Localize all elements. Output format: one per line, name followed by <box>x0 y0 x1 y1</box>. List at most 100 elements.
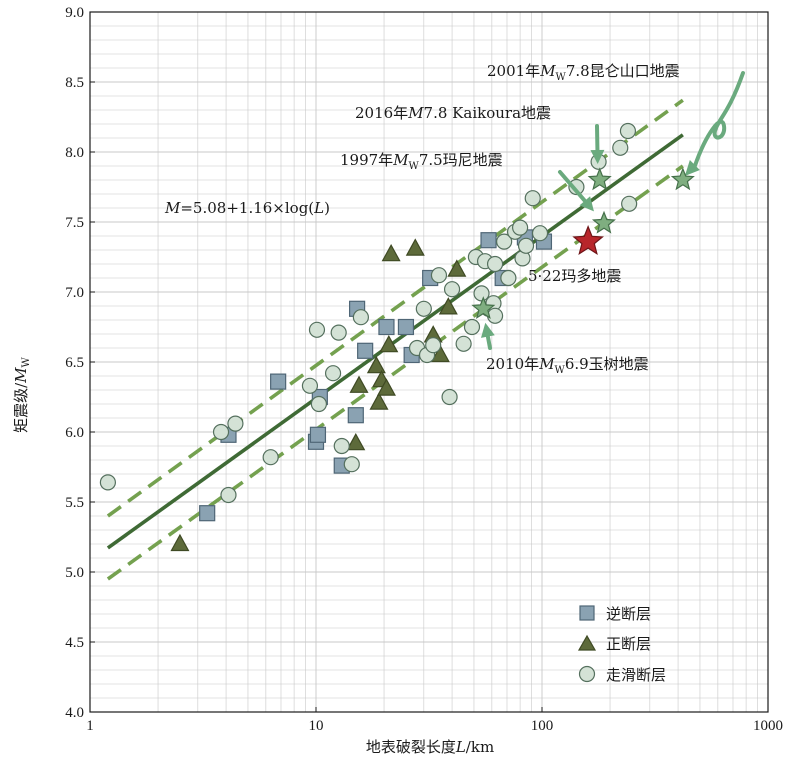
y-tick-label: 7.0 <box>65 285 84 301</box>
y-axis-title: 矩震级/MW <box>12 356 32 432</box>
normal-fault-point <box>366 355 386 374</box>
axis-ticks: 4.0 4.5 5.0 5.5 6.0 6.5 7.0 7.5 8.0 8.5 9.0 1 10 100 1… <box>65 5 783 734</box>
normal-fault-point <box>405 238 425 256</box>
y-tick-label: 8.0 <box>65 145 84 161</box>
strike-slip-point <box>621 195 638 212</box>
y-tick-label: 9.0 <box>65 5 84 21</box>
strike-slip-point <box>425 337 442 354</box>
x-tick-label: 100 <box>531 718 554 734</box>
normal-fault-point <box>349 375 369 393</box>
strike-slip-point <box>441 388 458 406</box>
normal-fault-point <box>346 432 366 451</box>
data-points <box>99 122 638 552</box>
strike-slip-point <box>227 415 244 432</box>
strike-slip-point <box>308 321 326 338</box>
x-axis-title: 地表破裂长度L/km <box>366 738 494 756</box>
x-tick-label: 10 <box>309 718 324 734</box>
strike-slip-point <box>486 255 504 273</box>
arrow-mani <box>558 170 587 203</box>
normal-fault-point <box>438 297 458 315</box>
strike-slip-point <box>430 267 448 284</box>
earthquake-stars <box>471 167 695 320</box>
reverse-fault-point <box>397 318 415 336</box>
reverse-fault-point <box>480 232 497 249</box>
strike-slip-point <box>415 300 432 317</box>
strike-slip-point <box>496 233 513 250</box>
legend-label-normal: 正断层 <box>606 635 651 653</box>
reverse-fault-point <box>347 407 364 424</box>
legend-circle-marker <box>578 665 596 683</box>
reverse-fault-point <box>199 505 216 522</box>
legend-triangle-marker <box>577 634 597 651</box>
normal-fault-point <box>369 392 389 410</box>
legend: 逆断层 正断层 走滑断层 <box>577 605 666 684</box>
y-tick-label: 8.5 <box>65 75 84 91</box>
y-tick-label: 5.0 <box>65 565 84 581</box>
strike-slip-point <box>443 281 461 298</box>
earthquake-star <box>587 167 612 191</box>
upper-bound-line <box>106 98 684 518</box>
fit-line <box>106 133 684 550</box>
strike-slip-point <box>212 423 230 441</box>
fit-equation: M=5.08+1.16×log(L) <box>164 199 330 217</box>
normal-fault-point <box>379 334 399 353</box>
earthquake-star <box>591 210 616 234</box>
strike-slip-point <box>473 285 490 302</box>
earthquake-star <box>471 296 496 320</box>
earthquake-star <box>670 167 695 191</box>
normal-fault-point <box>376 378 396 396</box>
legend-square-marker <box>579 605 595 621</box>
y-tick-label: 5.5 <box>65 495 84 511</box>
arrow-kunlun <box>692 71 745 168</box>
strike-slip-point <box>524 190 541 207</box>
strike-slip-point <box>619 122 637 140</box>
strike-slip-point <box>500 269 517 287</box>
strike-slip-point <box>352 309 369 326</box>
strike-slip-point <box>220 486 237 504</box>
strike-slip-point <box>463 318 481 336</box>
strike-slip-point <box>612 139 629 156</box>
strike-slip-point <box>310 395 328 413</box>
arrow-mani-head <box>579 196 594 212</box>
reverse-fault-point <box>357 342 374 359</box>
x-tick-label: 1 <box>86 718 94 734</box>
strike-slip-point <box>343 456 360 473</box>
normal-fault-point <box>430 344 450 363</box>
annotation-yushu: 2010年MW6.9玉树地震 <box>486 355 649 376</box>
annotation-kunlun: 2001年MW7.8昆仑山口地震 <box>487 62 680 83</box>
normal-fault-point <box>447 259 467 277</box>
strike-slip-point <box>455 335 472 352</box>
strike-slip-point <box>511 219 529 236</box>
annotation-mani: 1997年MW7.5玛尼地震 <box>340 151 503 172</box>
maduo-star <box>572 224 604 256</box>
reverse-fault-point <box>309 426 327 443</box>
normal-fault-point <box>381 243 401 262</box>
arrow-yushu <box>485 334 492 350</box>
arrow-kaikoura-head <box>590 149 605 164</box>
strike-slip-point <box>517 237 535 254</box>
y-tick-label: 6.0 <box>65 425 84 441</box>
annotation-maduo: 5·22玛多地震 <box>528 267 621 285</box>
strike-slip-point <box>301 377 319 394</box>
strike-slip-point <box>324 365 342 382</box>
legend-label-strike-slip: 走滑断层 <box>606 666 666 684</box>
legend-label-reverse: 逆断层 <box>606 605 651 623</box>
arrow-yushu-head <box>480 322 495 338</box>
annotation-arrows <box>480 71 745 350</box>
strike-slip-point <box>333 437 350 455</box>
strike-slip-point <box>330 324 347 341</box>
reverse-fault-point <box>270 373 287 390</box>
arrow-kunlun-head <box>684 160 700 176</box>
x-tick-label: 1000 <box>753 718 783 734</box>
y-tick-label: 4.5 <box>65 635 84 651</box>
strike-slip-point <box>99 474 116 491</box>
grid <box>90 12 768 712</box>
strike-slip-point <box>262 449 279 466</box>
annotation-kaikoura: 2016年M7.8 Kaikoura地震 <box>355 104 551 122</box>
regression-lines <box>106 98 684 581</box>
normal-fault-point <box>170 533 190 552</box>
strike-slip-point <box>568 178 585 196</box>
y-tick-label: 4.0 <box>65 705 84 721</box>
y-tick-label: 6.5 <box>65 355 84 371</box>
